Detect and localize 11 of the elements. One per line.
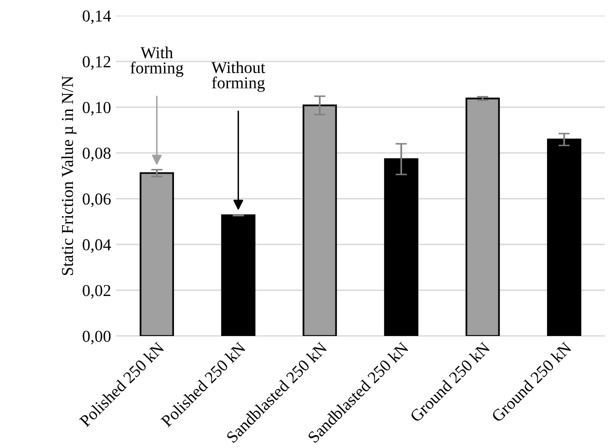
y-tick-label: 0,08 [82,148,111,162]
y-axis-title: Static Friction Value µ in N/N [61,76,77,275]
y-tick-label: 0,00 [82,330,111,344]
annotation: With forming [130,46,184,77]
y-tick-label: 0,02 [82,284,110,299]
y-tick-label: 0,06 [82,193,111,208]
y-tick-label: 0,12 [82,56,110,70]
y-tick-label: 0,14 [82,10,111,24]
y-tick-label: 0,10 [82,102,111,116]
annotation: Without forming [211,61,266,92]
y-tick-label: 0,04 [82,239,111,253]
